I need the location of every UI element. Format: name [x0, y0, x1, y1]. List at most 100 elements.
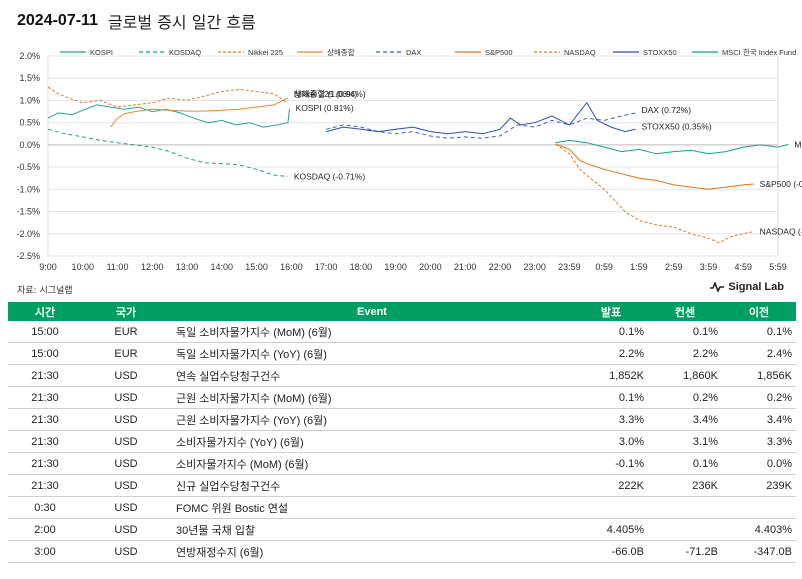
series-line [110, 97, 289, 128]
table-row: 21:30 USD 연속 실업수당청구건수 1,852K 1,860K 1,856K [8, 364, 796, 387]
y-tick-label: -0.5% [16, 162, 40, 172]
y-tick-label: -2.0% [16, 229, 40, 239]
cell-event: 연속 실업수당청구건수 [170, 364, 574, 387]
cell-country: USD [82, 540, 170, 563]
cell-previous: 0.2% [722, 386, 796, 409]
cell-event: 소비자물가지수 (YoY) (6월) [170, 430, 574, 453]
x-tick-label: 17:00 [315, 262, 338, 272]
series-end-label: NASDAQ (-1.95%) [760, 227, 802, 237]
table-row: 3:00 USD 연방재정수지 (6월) -66.0B -71.2B -347.0B [8, 540, 796, 563]
legend-label: S&P500 [485, 48, 513, 57]
cell-actual: -0.1% [574, 452, 648, 475]
header-actual: 발표 [574, 302, 648, 321]
x-tick-label: 18:00 [350, 262, 373, 272]
cell-consensus [648, 496, 722, 519]
y-tick-label: 2.0% [19, 51, 40, 61]
cell-consensus: 3.4% [648, 408, 722, 431]
cell-country: USD [82, 386, 170, 409]
cell-country: USD [82, 518, 170, 541]
cell-consensus: 0.1% [648, 452, 722, 475]
header-previous: 이전 [722, 302, 796, 321]
cell-event: 근원 소비자물가지수 (MoM) (6월) [170, 386, 574, 409]
x-tick-label: 23:59 [558, 262, 581, 272]
table-row: 21:30 USD 소비자물가지수 (YoY) (6월) 3.0% 3.1% 3.3% [8, 430, 796, 453]
series-line [325, 112, 636, 139]
cell-previous [722, 496, 796, 519]
cell-time: 15:00 [8, 321, 82, 343]
brand-logo: Signal Lab [710, 281, 784, 293]
header-time: 시간 [8, 302, 82, 321]
cell-country: USD [82, 408, 170, 431]
legend-label: Nikkei 225 [248, 48, 283, 57]
cell-time: 21:30 [8, 386, 82, 409]
y-tick-label: 0.0% [19, 140, 40, 150]
cell-event: 독일 소비자물가지수 (MoM) (6월) [170, 321, 574, 343]
cell-consensus: 2.2% [648, 342, 722, 365]
legend-label: MSCI 한국 Index Fund [722, 48, 796, 57]
cell-event: 근원 소비자물가지수 (YoY) (6월) [170, 408, 574, 431]
series-end-label: 상해종합 (1.06%) [294, 89, 358, 99]
header-country: 국가 [82, 302, 170, 321]
cell-previous: 239K [722, 474, 796, 497]
cell-consensus: 3.1% [648, 430, 722, 453]
y-tick-label: 1.0% [19, 95, 40, 105]
table-row: 21:30 USD 근원 소비자물가지수 (YoY) (6월) 3.3% 3.4% 3.4… [8, 408, 796, 431]
cell-previous: 3.3% [722, 430, 796, 453]
cell-consensus [648, 518, 722, 541]
series-line [325, 101, 636, 135]
x-tick-label: 13:00 [176, 262, 199, 272]
cell-event: 소비자물가지수 (MoM) (6월) [170, 452, 574, 475]
cell-time: 21:30 [8, 408, 82, 431]
cell-previous: -347.0B [722, 540, 796, 563]
cell-actual: 1,852K [574, 364, 648, 387]
series-line [47, 86, 289, 108]
cell-consensus: 1,860K [648, 364, 722, 387]
x-tick-label: 2:59 [665, 262, 683, 272]
legend-label: 상해종합 [327, 47, 355, 57]
brand-name: Signal Lab [728, 281, 784, 293]
cell-event: 독일 소비자물가지수 (YoY) (6월) [170, 342, 574, 365]
market-line-chart: 2.0% 1.5% 1.0% 0.5% 0.0% -0.5% -1.0% -1.5% -2.0%… [16, 47, 802, 272]
cell-time: 21:30 [8, 364, 82, 387]
cell-consensus: 0.1% [648, 321, 722, 343]
series-line [555, 143, 754, 190]
cell-event: 30년물 국채 입찰 [170, 518, 574, 541]
cell-previous: 1,856K [722, 364, 796, 387]
cell-event: 신규 실업수당청구건수 [170, 474, 574, 497]
x-tick-label: 22:00 [489, 262, 512, 272]
cell-actual: 2.2% [574, 342, 648, 365]
series-end-label: Nikkei 225 (0.94%) [294, 89, 366, 99]
series-end-label: KOSDAQ (-0.71%) [294, 171, 365, 181]
cell-country: USD [82, 452, 170, 475]
cell-time: 21:30 [8, 474, 82, 497]
series-end-label: S&P500 (-0.88%) [760, 179, 802, 189]
table-row: 2:00 USD 30년물 국채 입찰 4.405% 4.403% [8, 518, 796, 541]
y-tick-label: 1.5% [19, 73, 40, 83]
x-tick-label: 10:00 [71, 262, 94, 272]
cell-previous: 3.4% [722, 408, 796, 431]
x-tick-label: 1:59 [630, 262, 648, 272]
cell-country: USD [82, 496, 170, 519]
x-tick-label: 3:59 [700, 262, 718, 272]
cell-time: 2:00 [8, 518, 82, 541]
x-tick-label: 12:00 [141, 262, 164, 272]
cell-country: USD [82, 364, 170, 387]
y-tick-label: 0.5% [19, 118, 40, 128]
y-tick-label: -1.5% [16, 207, 40, 217]
cell-actual: 4.405% [574, 518, 648, 541]
cell-country: USD [82, 430, 170, 453]
cell-actual: 0.1% [574, 386, 648, 409]
cell-consensus: 236K [648, 474, 722, 497]
series-line [555, 143, 754, 244]
x-tick-label: 0:59 [595, 262, 613, 272]
cell-country: EUR [82, 342, 170, 365]
table-row: 0:30 USD FOMC 위원 Bostic 연설 [8, 496, 796, 519]
source-label: 자료: 시그널랩 [17, 286, 73, 296]
cell-event: 연방재정수지 (6월) [170, 540, 574, 563]
cell-actual: 0.1% [574, 321, 648, 343]
cell-previous: 2.4% [722, 342, 796, 365]
x-tick-label: 15:00 [245, 262, 268, 272]
cell-country: USD [82, 474, 170, 497]
legend-label: KOSDAQ [169, 48, 201, 57]
y-tick-label: -2.5% [16, 251, 40, 261]
